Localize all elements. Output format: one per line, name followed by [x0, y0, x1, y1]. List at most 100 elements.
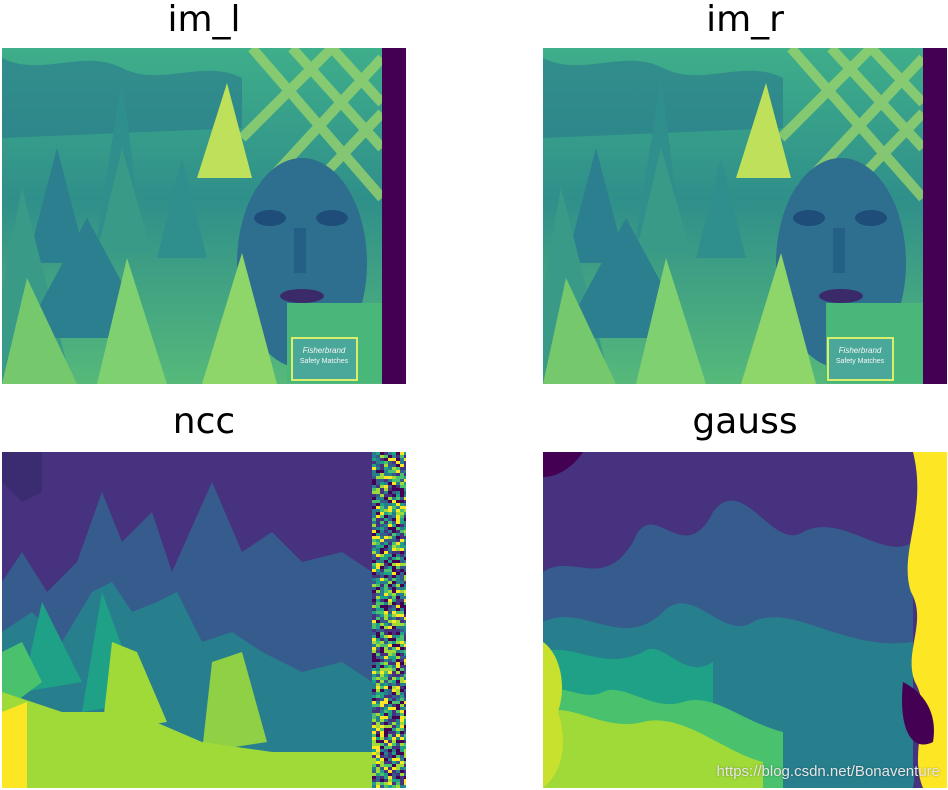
ncc-noise-cell	[400, 782, 404, 785]
ncc-noise-cell	[388, 716, 392, 719]
ncc-noise-cell	[372, 530, 376, 533]
ncc-noise-cell	[400, 503, 404, 506]
ncc-noise-cell	[396, 773, 400, 776]
ncc-noise-cell	[388, 581, 392, 584]
ncc-noise-cell	[396, 545, 400, 548]
ncc-noise-cell	[384, 614, 388, 617]
ncc-noise-cell	[380, 602, 384, 605]
ncc-noise-cell	[372, 461, 376, 464]
ncc-noise-cell	[400, 692, 404, 695]
ncc-noise-cell	[388, 635, 392, 638]
ncc-noise-cell	[396, 599, 400, 602]
ncc-noise-cell	[392, 674, 396, 677]
ncc-noise-cell	[400, 641, 404, 644]
ncc-noise-cell	[388, 587, 392, 590]
ncc-noise-cell	[404, 503, 406, 506]
ncc-noise-cell	[392, 572, 396, 575]
ncc-noise-cell	[384, 548, 388, 551]
ncc-noise-cell	[388, 659, 392, 662]
ncc-noise-cell	[400, 647, 404, 650]
ncc-noise-cell	[380, 476, 384, 479]
ncc-noise-cell	[380, 674, 384, 677]
ncc-noise-cell	[396, 563, 400, 566]
ncc-noise-cell	[392, 626, 396, 629]
ncc-noise-cell	[372, 716, 376, 719]
ncc-noise-cell	[404, 497, 406, 500]
ncc-noise-cell	[404, 521, 406, 524]
ncc-noise-cell	[384, 752, 388, 755]
ncc-noise-cell	[396, 485, 400, 488]
ncc-noise-cell	[388, 689, 392, 692]
ncc-noise-cell	[392, 545, 396, 548]
ncc-noise-cell	[396, 611, 400, 614]
ncc-noise-cell	[384, 551, 388, 554]
ncc-noise-cell	[380, 512, 384, 515]
ncc-noise-cell	[376, 773, 380, 776]
ncc-noise-cell	[400, 650, 404, 653]
ncc-noise-cell	[380, 764, 384, 767]
ncc-noise-cell	[372, 539, 376, 542]
ncc-noise-cell	[400, 461, 404, 464]
ncc-noise-cell	[372, 776, 376, 779]
ncc-noise-cell	[392, 638, 396, 641]
ncc-noise-cell	[396, 671, 400, 674]
ncc-noise-cell	[400, 452, 404, 455]
ncc-noise-cell	[392, 563, 396, 566]
ncc-noise-cell	[404, 533, 406, 536]
ncc-noise-cell	[384, 485, 388, 488]
ncc-noise-cell	[380, 767, 384, 770]
ncc-noise-cell	[396, 539, 400, 542]
ncc-noise-cell	[384, 572, 388, 575]
ncc-noise-cell	[404, 725, 406, 728]
ncc-noise-cell	[404, 569, 406, 572]
ncc-noise-cell	[376, 524, 380, 527]
ncc-noise-cell	[380, 572, 384, 575]
ncc-noise-cell	[388, 458, 392, 461]
ncc-noise-cell	[376, 596, 380, 599]
ncc-noise-cell	[404, 539, 406, 542]
ncc-noise-cell	[396, 695, 400, 698]
ncc-noise-cell	[376, 590, 380, 593]
ncc-noise-cell	[400, 569, 404, 572]
ncc-noise-cell	[400, 482, 404, 485]
ncc-noise-cell	[396, 497, 400, 500]
ncc-noise-cell	[404, 452, 406, 455]
ncc-noise-cell	[404, 593, 406, 596]
ncc-noise-cell	[404, 719, 406, 722]
ncc-noise-cell	[384, 578, 388, 581]
ncc-noise-cell	[376, 764, 380, 767]
ncc-noise-cell	[392, 635, 396, 638]
ncc-noise-cell	[388, 518, 392, 521]
ncc-noise-cell	[388, 728, 392, 731]
ncc-noise-cell	[400, 593, 404, 596]
ncc-noise-cell	[404, 656, 406, 659]
ncc-noise-cell	[380, 497, 384, 500]
ncc-noise-cell	[392, 749, 396, 752]
ncc-noise-cell	[384, 692, 388, 695]
ncc-noise-cell	[388, 737, 392, 740]
ncc-noise-cell	[396, 617, 400, 620]
ncc-noise-cell	[388, 497, 392, 500]
ncc-noise-cell	[376, 770, 380, 773]
ncc-noise-cell	[392, 704, 396, 707]
ncc-noise-cell	[388, 482, 392, 485]
ncc-noise-cell	[380, 569, 384, 572]
ncc-noise-cell	[396, 605, 400, 608]
ncc-noise-cell	[400, 536, 404, 539]
ncc-noise-cell	[404, 764, 406, 767]
ncc-noise-cell	[396, 710, 400, 713]
ncc-noise-cell	[372, 476, 376, 479]
ncc-noise-cell	[392, 725, 396, 728]
ncc-noise-cell	[372, 602, 376, 605]
ncc-noise-cell	[376, 635, 380, 638]
ncc-noise-cell	[388, 470, 392, 473]
ncc-noise-cell	[380, 593, 384, 596]
ncc-noise-cell	[384, 785, 388, 788]
ncc-noise-cell	[392, 755, 396, 758]
ncc-noise-cell	[380, 515, 384, 518]
ncc-noise-cell	[380, 686, 384, 689]
ncc-noise-cell	[372, 503, 376, 506]
ncc-noise-cell	[388, 686, 392, 689]
ncc-noise-cell	[404, 584, 406, 587]
ncc-noise-cell	[392, 500, 396, 503]
